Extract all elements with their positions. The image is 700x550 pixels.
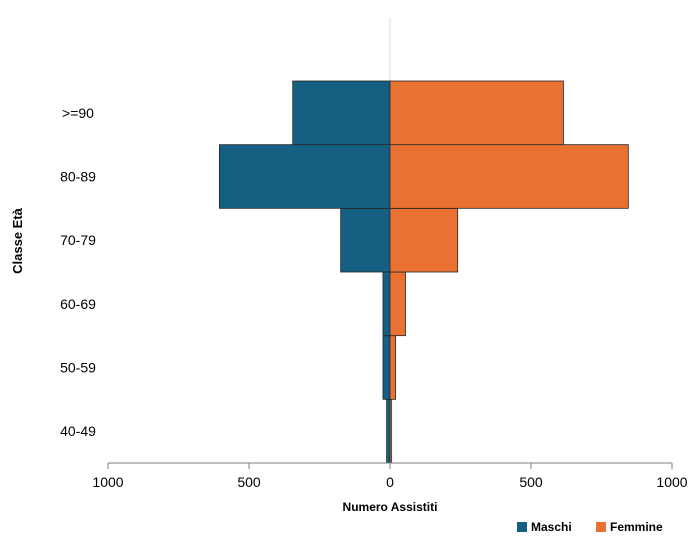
- x-axis-ticks: 1000 500 0 500 1000: [92, 463, 688, 490]
- legend: Maschi Femmine: [517, 520, 663, 534]
- x-tick-label: 500: [237, 474, 261, 490]
- bar-femmine-70-79: [389, 207, 459, 273]
- category-label: >=90: [62, 105, 94, 121]
- category-label: 50-59: [60, 360, 96, 376]
- category-label: 40-49: [60, 423, 96, 439]
- legend-label-maschi: Maschi: [531, 520, 572, 534]
- bar-femmine-80-89: [389, 144, 629, 209]
- x-axis-title: Numero Assistiti: [343, 500, 438, 514]
- category-label: 60-69: [60, 296, 96, 312]
- bar-femmine->=90: [389, 80, 564, 146]
- legend-swatch-maschi: [517, 522, 527, 532]
- bar-maschi-50-59: [382, 335, 391, 400]
- x-tick-label: 1000: [92, 474, 123, 490]
- legend-swatch-femmine: [596, 522, 606, 532]
- x-tick-label: 0: [386, 474, 394, 490]
- category-label: 80-89: [60, 169, 96, 185]
- x-tick-label: 1000: [656, 474, 687, 490]
- bars-group: [218, 80, 629, 464]
- bar-maschi-40-49: [386, 398, 391, 464]
- x-tick-label: 500: [519, 474, 543, 490]
- bar-maschi-60-69: [382, 271, 391, 337]
- bar-femmine-50-59: [389, 335, 397, 400]
- category-label: 70-79: [60, 232, 96, 248]
- legend-label-femmine: Femmine: [610, 520, 663, 534]
- bar-femmine-40-49: [389, 398, 392, 464]
- bar-femmine-60-69: [389, 271, 406, 337]
- bar-maschi-70-79: [340, 207, 391, 273]
- category-labels: 40-49 50-59 60-69 70-79 80-89 >=90: [60, 105, 96, 439]
- bar-maschi-80-89: [218, 144, 391, 209]
- bar-maschi->=90: [292, 80, 391, 146]
- y-axis-title: Classe Età: [10, 207, 25, 274]
